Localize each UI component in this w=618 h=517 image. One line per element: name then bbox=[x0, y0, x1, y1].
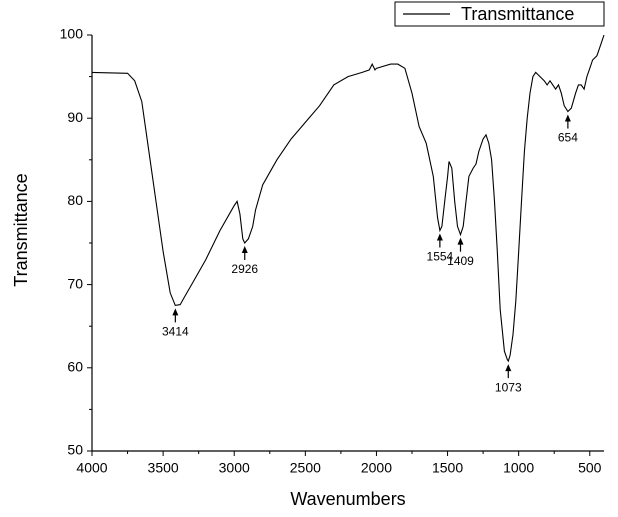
x-tick-label: 3500 bbox=[148, 460, 179, 476]
y-tick-label: 70 bbox=[67, 275, 83, 291]
legend-label: Transmittance bbox=[461, 4, 574, 24]
x-tick-label: 500 bbox=[578, 460, 602, 476]
annotation-label: 1554 bbox=[427, 250, 454, 264]
line-series bbox=[91, 34, 605, 363]
annotation-label: 1073 bbox=[495, 380, 522, 394]
x-tick-label: 2500 bbox=[290, 460, 321, 476]
x-tick-label: 4000 bbox=[76, 460, 107, 476]
annotation-arrowhead bbox=[457, 237, 464, 245]
annotation-label: 654 bbox=[558, 131, 578, 145]
y-axis-label: Transmittance bbox=[11, 173, 31, 286]
y-tick-label: 80 bbox=[67, 192, 83, 208]
x-tick-label: 2000 bbox=[361, 460, 392, 476]
annotation-label: 3414 bbox=[162, 325, 189, 339]
annotation-arrowhead bbox=[172, 308, 179, 316]
annotation-arrowhead bbox=[505, 364, 512, 372]
annotation-arrowhead bbox=[436, 233, 443, 241]
annotation-label: 1409 bbox=[447, 254, 474, 268]
y-tick-label: 90 bbox=[67, 109, 83, 125]
y-tick-label: 60 bbox=[67, 359, 83, 375]
x-tick-label: 3000 bbox=[219, 460, 250, 476]
y-tick-label: 100 bbox=[60, 26, 84, 42]
x-tick-label: 1500 bbox=[432, 460, 463, 476]
y-tick-label: 50 bbox=[67, 442, 83, 458]
annotation-arrowhead bbox=[564, 114, 571, 122]
annotation-arrowhead bbox=[241, 246, 248, 253]
annotation-label: 2926 bbox=[231, 262, 258, 276]
x-axis-label: Wavenumbers bbox=[290, 489, 405, 509]
x-tick-label: 1000 bbox=[503, 460, 534, 476]
